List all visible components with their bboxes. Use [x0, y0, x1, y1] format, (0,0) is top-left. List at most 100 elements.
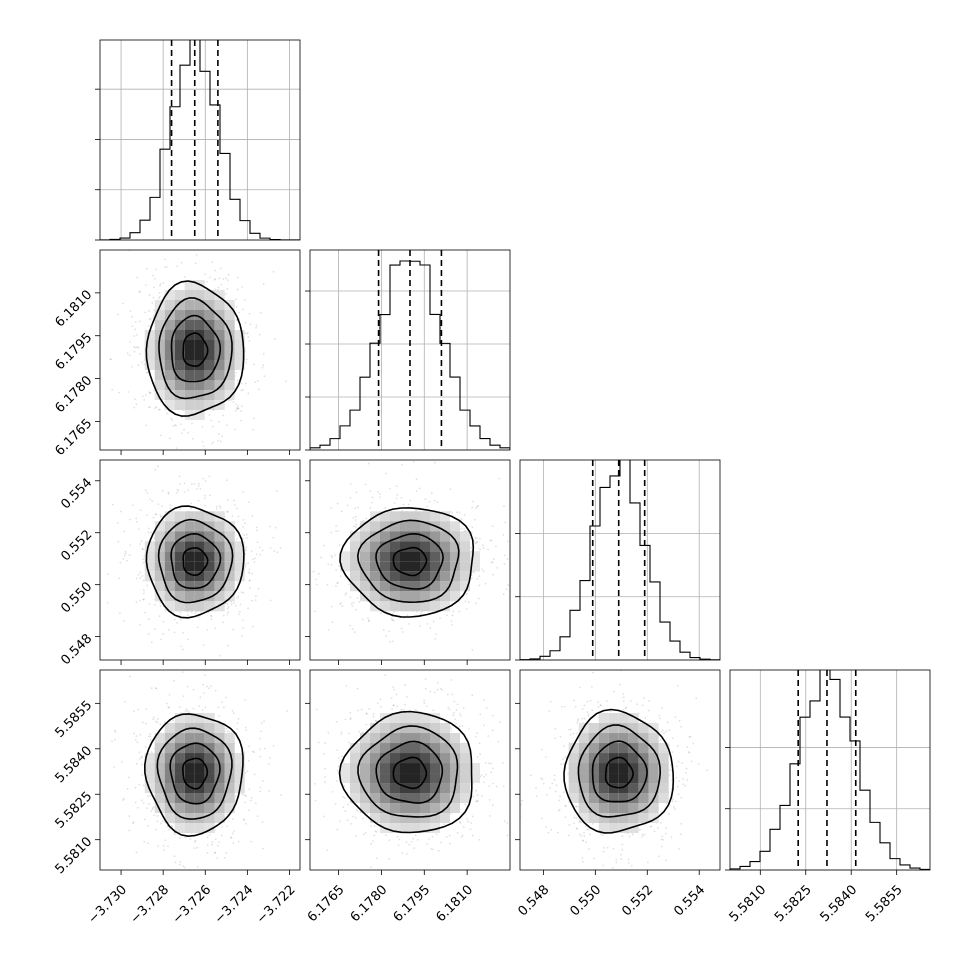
density-cell: [154, 390, 165, 400]
contour-level-1: [375, 532, 444, 590]
scatter-point: [218, 841, 220, 844]
scatter-point: [173, 631, 176, 634]
scatter-point: [163, 258, 166, 261]
scatter-point: [168, 629, 170, 631]
scatter-point: [478, 742, 481, 745]
scatter-point: [180, 261, 183, 264]
density-cell: [450, 591, 460, 602]
scatter-point: [351, 628, 354, 631]
scatter-point: [237, 404, 240, 407]
scatter-point: [129, 340, 131, 343]
density-cell: [204, 743, 215, 754]
scatter-point: [492, 782, 495, 785]
scatter-point: [455, 722, 457, 725]
scatter-point: [355, 835, 358, 837]
scatter-point: [137, 528, 140, 531]
scatter-point: [390, 617, 393, 620]
scatter-point: [385, 634, 388, 637]
scatter-point: [365, 712, 368, 715]
scatter-point: [245, 563, 247, 566]
scatter-point: [238, 613, 240, 616]
scatter-point: [222, 278, 225, 280]
scatter-point: [448, 834, 451, 837]
density-cell: [174, 763, 185, 774]
scatter-point: [135, 851, 138, 854]
density-cell: [194, 803, 205, 814]
scatter-point: [441, 689, 443, 691]
density-cell: [420, 571, 430, 582]
scatter-point: [168, 693, 171, 696]
scatter-point: [501, 761, 504, 764]
scatter-point: [132, 345, 135, 348]
scatter-point: [402, 503, 405, 506]
scatter-point: [124, 701, 126, 703]
scatter-point: [218, 433, 220, 436]
scatter-point: [245, 795, 248, 798]
scatter-point: [136, 276, 139, 279]
scatter-point: [147, 527, 150, 530]
scatter-point: [245, 548, 247, 551]
scatter-point: [157, 408, 160, 411]
scatter-point: [469, 828, 472, 831]
scatter-point: [182, 695, 185, 698]
scatter-point: [242, 490, 244, 493]
scatter-point: [211, 425, 214, 428]
scatter-point: [141, 774, 144, 776]
scatter-point: [406, 614, 409, 617]
scatter-point: [126, 788, 129, 790]
density-cell: [360, 521, 370, 532]
scatter-point: [324, 776, 327, 778]
scatter-point: [182, 648, 184, 651]
density-cell: [184, 521, 195, 532]
density-cell: [410, 511, 420, 522]
panel-2-2: [515, 459, 721, 661]
scatter-point: [150, 531, 153, 534]
scatter-point: [156, 717, 159, 720]
density-cell: [194, 601, 205, 612]
scatter-point: [326, 583, 329, 586]
scatter-point: [138, 291, 141, 294]
scatter-point: [167, 845, 169, 848]
scatter-point: [331, 621, 334, 624]
density-cell: [214, 803, 225, 814]
scatter-point: [119, 561, 122, 564]
density-cell: [174, 571, 185, 582]
scatter-point: [324, 767, 326, 770]
scatter-point: [327, 628, 330, 631]
scatter-point: [361, 618, 364, 621]
scatter-point: [245, 546, 248, 549]
scatter-point: [170, 417, 173, 420]
density-cell: [194, 793, 205, 804]
density-cell: [144, 330, 155, 340]
density-cell: [164, 753, 175, 764]
scatter-point: [459, 821, 462, 824]
scatter-point: [159, 723, 162, 726]
density-cell: [224, 541, 235, 552]
scatter-point: [379, 496, 382, 499]
scatter-point: [245, 361, 247, 364]
panel-3-1: 6.1765 6.1780 6.1795 6.1810: [305, 669, 511, 925]
scatter-point: [330, 564, 333, 566]
scatter-point: [340, 755, 343, 758]
scatter-point: [128, 829, 131, 832]
density-cell: [174, 551, 185, 562]
scatter-point: [140, 540, 143, 542]
scatter-point: [252, 417, 255, 420]
scatter-point: [248, 579, 251, 582]
density-cell: [164, 773, 175, 784]
density-cell: [410, 521, 420, 532]
density-cell: [470, 561, 480, 572]
scatter-point: [151, 500, 154, 502]
contour-level-1: [170, 532, 222, 590]
scatter-point: [276, 629, 278, 631]
scatter-point: [187, 431, 190, 434]
density-cell: [174, 360, 185, 370]
scatter-point: [491, 525, 494, 528]
scatter-point: [254, 599, 257, 602]
scatter-point: [174, 861, 177, 864]
scatter-point: [178, 706, 181, 709]
scatter-point: [147, 633, 150, 636]
scatter-point: [258, 333, 261, 336]
scatter-point: [426, 843, 429, 846]
